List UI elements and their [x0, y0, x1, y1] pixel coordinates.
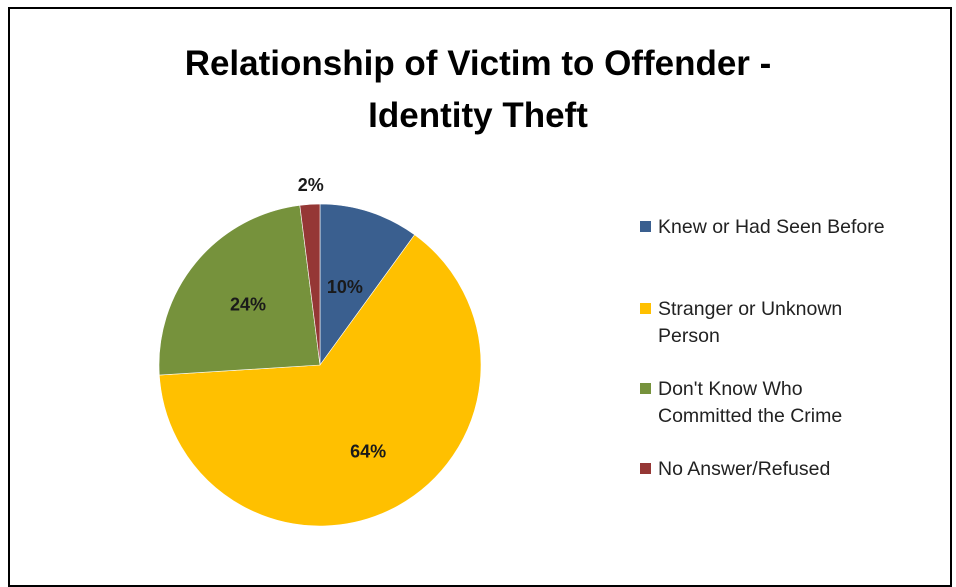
legend-label-line: Knew or Had Seen Before — [658, 216, 885, 238]
pie-slice-4 — [299, 203, 321, 366]
pie-slice-2 — [159, 234, 482, 527]
pie-data-label-1: 10% — [327, 277, 363, 297]
legend-label-line: No Answer/Refused — [658, 458, 831, 480]
legend-swatch — [640, 463, 651, 474]
legend-label-line: Stranger or Unknown — [658, 298, 843, 320]
chart-frame — [8, 7, 952, 587]
pie-slices — [158, 203, 482, 527]
pie-data-label-2: 64% — [350, 441, 386, 461]
pie-data-label-3: 24% — [230, 294, 266, 314]
legend-swatch — [640, 383, 651, 394]
chart-title: Relationship of Victim to Offender - Ide… — [0, 38, 956, 142]
legend-swatch — [640, 303, 651, 314]
pie-data-label-4: 2% — [298, 175, 324, 195]
legend-label: Stranger or Unknown Person — [658, 296, 948, 350]
chart-title-line-2: Identity Theft — [368, 96, 588, 135]
chart-title-line-1: Relationship of Victim to Offender - — [184, 44, 772, 83]
legend-label-line: Don't Know Who — [658, 378, 803, 400]
legend-label-line: Person — [658, 325, 720, 347]
pie-slice-1 — [319, 203, 416, 366]
legend-label: Don't Know Who Committed the Crime — [658, 376, 948, 430]
legend-label-line: Committed the Crime — [658, 405, 843, 427]
legend-label: Knew or Had Seen Before — [658, 214, 948, 241]
legend-label: No Answer/Refused — [658, 456, 948, 483]
pie-slice-3 — [158, 204, 321, 376]
pie-data-labels: 10% 64% 24% 2% — [230, 175, 386, 461]
legend-swatch — [640, 221, 651, 232]
